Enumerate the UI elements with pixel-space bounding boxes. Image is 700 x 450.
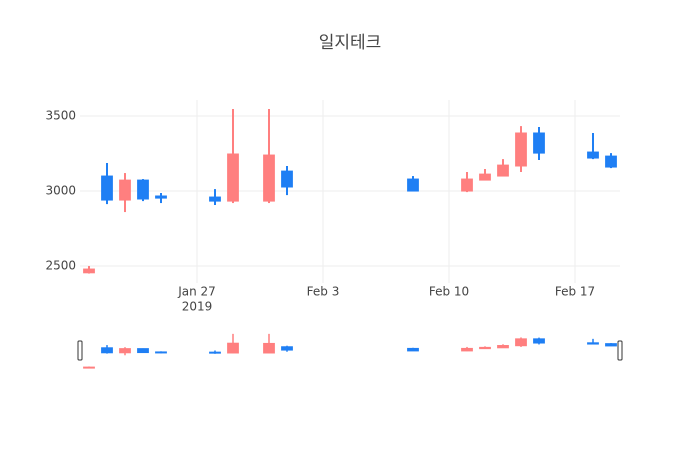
candle-body (461, 178, 473, 192)
candle-body (119, 348, 131, 354)
candle-body (155, 195, 167, 199)
candle-body (605, 155, 617, 168)
candle-body (209, 196, 221, 202)
candle-body (119, 179, 131, 201)
candle-body (533, 338, 545, 344)
x-year-label: 2019 (182, 300, 213, 314)
x-tick-label: Jan 27 (177, 285, 216, 299)
range-handle[interactable] (77, 340, 83, 361)
y-tick-label: 3500 (45, 109, 76, 123)
range-slider[interactable] (80, 330, 620, 372)
candle-body (407, 178, 419, 192)
candle-body (137, 179, 149, 200)
candle-body (155, 351, 167, 354)
candle-body (587, 342, 599, 345)
candle-body (101, 347, 113, 354)
candle-body (605, 343, 617, 347)
candle-body (83, 268, 95, 274)
candle-body (83, 366, 95, 369)
candle-body (227, 153, 239, 202)
range-handle[interactable] (617, 340, 623, 361)
candle-body (479, 173, 491, 181)
candle-body (515, 132, 527, 167)
candle-body (497, 164, 509, 177)
x-tick-label: Feb 3 (307, 285, 340, 299)
candle-body (515, 338, 527, 347)
candle-body (209, 351, 221, 354)
candle-body (587, 151, 599, 159)
x-tick-label: Feb 10 (429, 285, 469, 299)
chart-title: 일지테크 (319, 33, 382, 53)
candle-body (497, 345, 509, 349)
y-tick-label: 3000 (45, 184, 76, 198)
candle-body (263, 342, 275, 354)
candle-body (101, 175, 113, 201)
candle-body (263, 154, 275, 202)
y-tick-label: 2500 (45, 259, 76, 273)
candle-body (461, 347, 473, 352)
candle-body (137, 348, 149, 354)
candle-body (533, 132, 545, 154)
candle-body (281, 346, 293, 351)
x-tick-label: Feb 17 (555, 285, 595, 299)
candle-body (479, 346, 491, 350)
candle-body (281, 170, 293, 188)
candle-body (407, 347, 419, 352)
candle-body (227, 342, 239, 354)
